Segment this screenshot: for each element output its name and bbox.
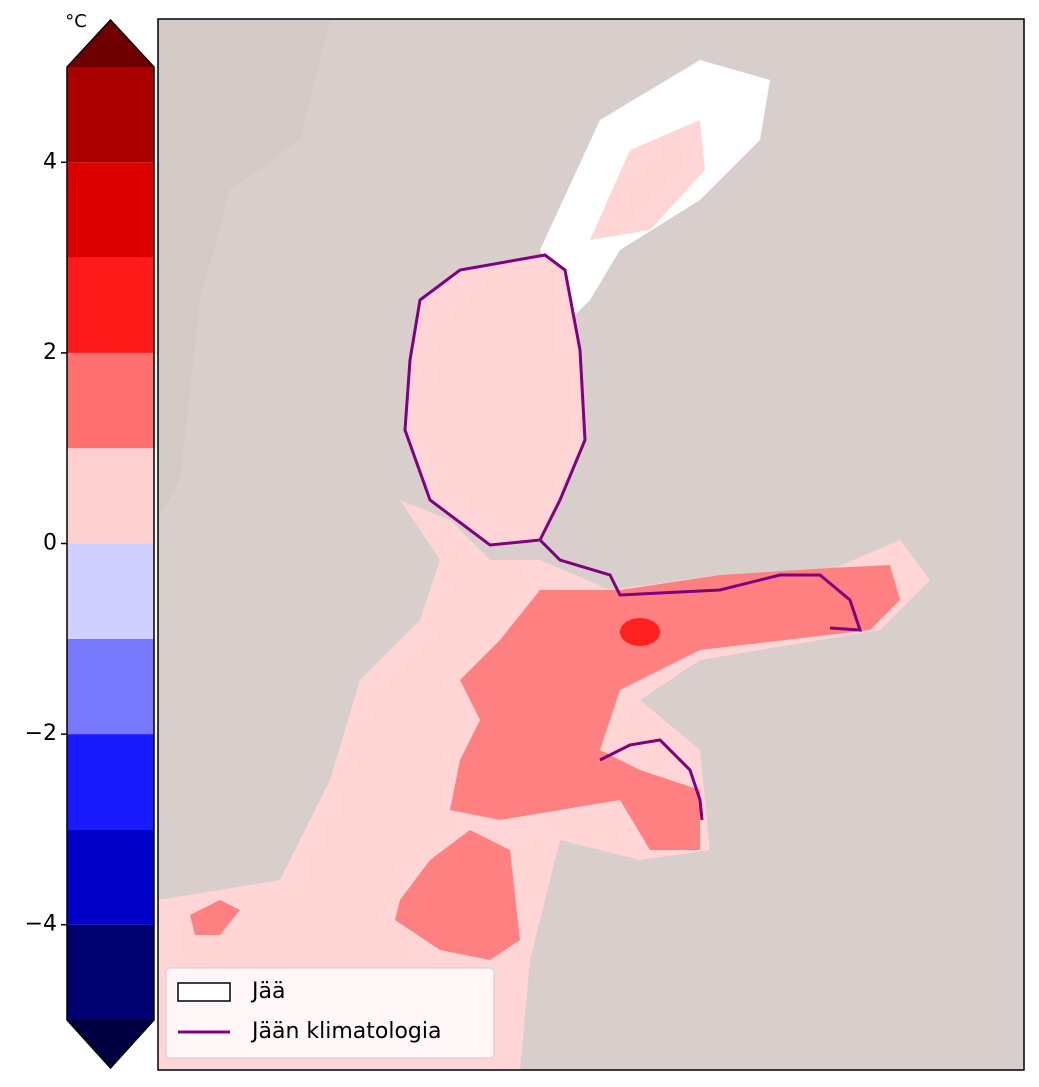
ice-climatology-line: [599, 738, 704, 821]
legend-label: Jään klimatologia: [250, 1019, 441, 1044]
colorbar-band: [67, 257, 154, 353]
sea-anomaly: [590, 120, 705, 240]
colorbar-band: [67, 448, 154, 544]
colorbar-tick-label: 2: [43, 340, 57, 365]
legend-swatch: [177, 982, 231, 1002]
colorbar-tick-label: −4: [25, 912, 57, 937]
colorbar-band: [67, 543, 154, 639]
colorbar-tick-label: −2: [25, 721, 57, 746]
sea-anomaly: [190, 900, 240, 935]
map-frame: [157, 18, 1025, 1071]
sea-anomaly: [395, 830, 520, 960]
legend-box: [165, 967, 495, 1059]
colorbar-band: [67, 829, 154, 925]
colorbar-band: [67, 162, 154, 258]
colorbar-extend-max: [67, 20, 154, 67]
map: [157, 18, 1025, 1071]
colorbar-extend-min: [67, 1020, 154, 1068]
colorbar-band: [67, 638, 154, 735]
ice-climatology-line: [538, 538, 863, 632]
mountains: [158, 19, 330, 520]
legend-label: Jää: [250, 979, 285, 1004]
sea-anomaly: [450, 565, 900, 850]
colorbar-band: [67, 924, 154, 1020]
sea-anomaly: [403, 253, 587, 547]
colorbar-tick-label: 0: [43, 531, 57, 556]
colorbar-band: [67, 352, 154, 449]
colorbar-band: [67, 734, 154, 830]
colorbar-tick-label: 4: [43, 149, 57, 174]
colorbar-band: [67, 67, 154, 163]
colorbar-unit: °C: [65, 11, 87, 32]
colorbar-outline: [66, 18, 155, 1070]
sea-anomaly: [620, 618, 660, 646]
